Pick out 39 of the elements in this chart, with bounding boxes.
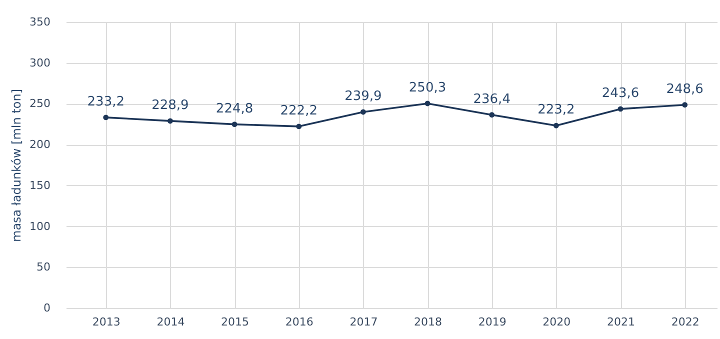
point: [618, 106, 624, 112]
data-label: 223,2: [538, 102, 575, 118]
y-tick-label: 0: [44, 302, 50, 314]
x-tick-label: 2020: [542, 316, 571, 328]
point: [489, 112, 495, 118]
y-tick-label: 200: [30, 138, 50, 152]
y-tick-label: 300: [30, 56, 50, 70]
data-label: 248,6: [666, 82, 704, 97]
point: [360, 109, 366, 115]
x-tick-label: 2014: [156, 316, 185, 328]
point: [103, 114, 109, 120]
point: [424, 100, 430, 106]
data-label: 228,9: [152, 98, 189, 113]
y-tick-label: 50: [36, 260, 50, 274]
data-label: 239,9: [344, 88, 382, 104]
point: [682, 102, 688, 108]
x-tick-label: 2019: [478, 316, 506, 328]
data-label: 250,3: [408, 80, 446, 96]
point: [232, 122, 238, 128]
y-tick-label: 100: [30, 220, 50, 233]
y-tick-label: 150: [30, 178, 50, 192]
y-tick-label: 350: [30, 16, 50, 28]
point: [296, 124, 302, 130]
x-tick-label: 2013: [92, 316, 120, 328]
data-label: 233,2: [87, 94, 124, 110]
x-tick-label: 2015: [221, 316, 250, 328]
point: [553, 122, 559, 128]
point: [167, 118, 173, 124]
data-label: 224,8: [216, 101, 254, 116]
data-label: 243,6: [602, 86, 640, 101]
y-tick-label: 250: [30, 97, 50, 110]
x-tick-label: 2018: [414, 316, 442, 328]
x-tick-label: 2017: [350, 316, 378, 328]
data-label: 222,2: [280, 103, 318, 118]
data-label: 236,4: [473, 92, 510, 107]
x-tick-label: 2021: [607, 316, 636, 328]
y-axis-title: masa ładunków [mln ton]: [10, 88, 24, 242]
x-tick-label: 2022: [671, 316, 700, 328]
x-tick-label: 2016: [285, 316, 314, 328]
